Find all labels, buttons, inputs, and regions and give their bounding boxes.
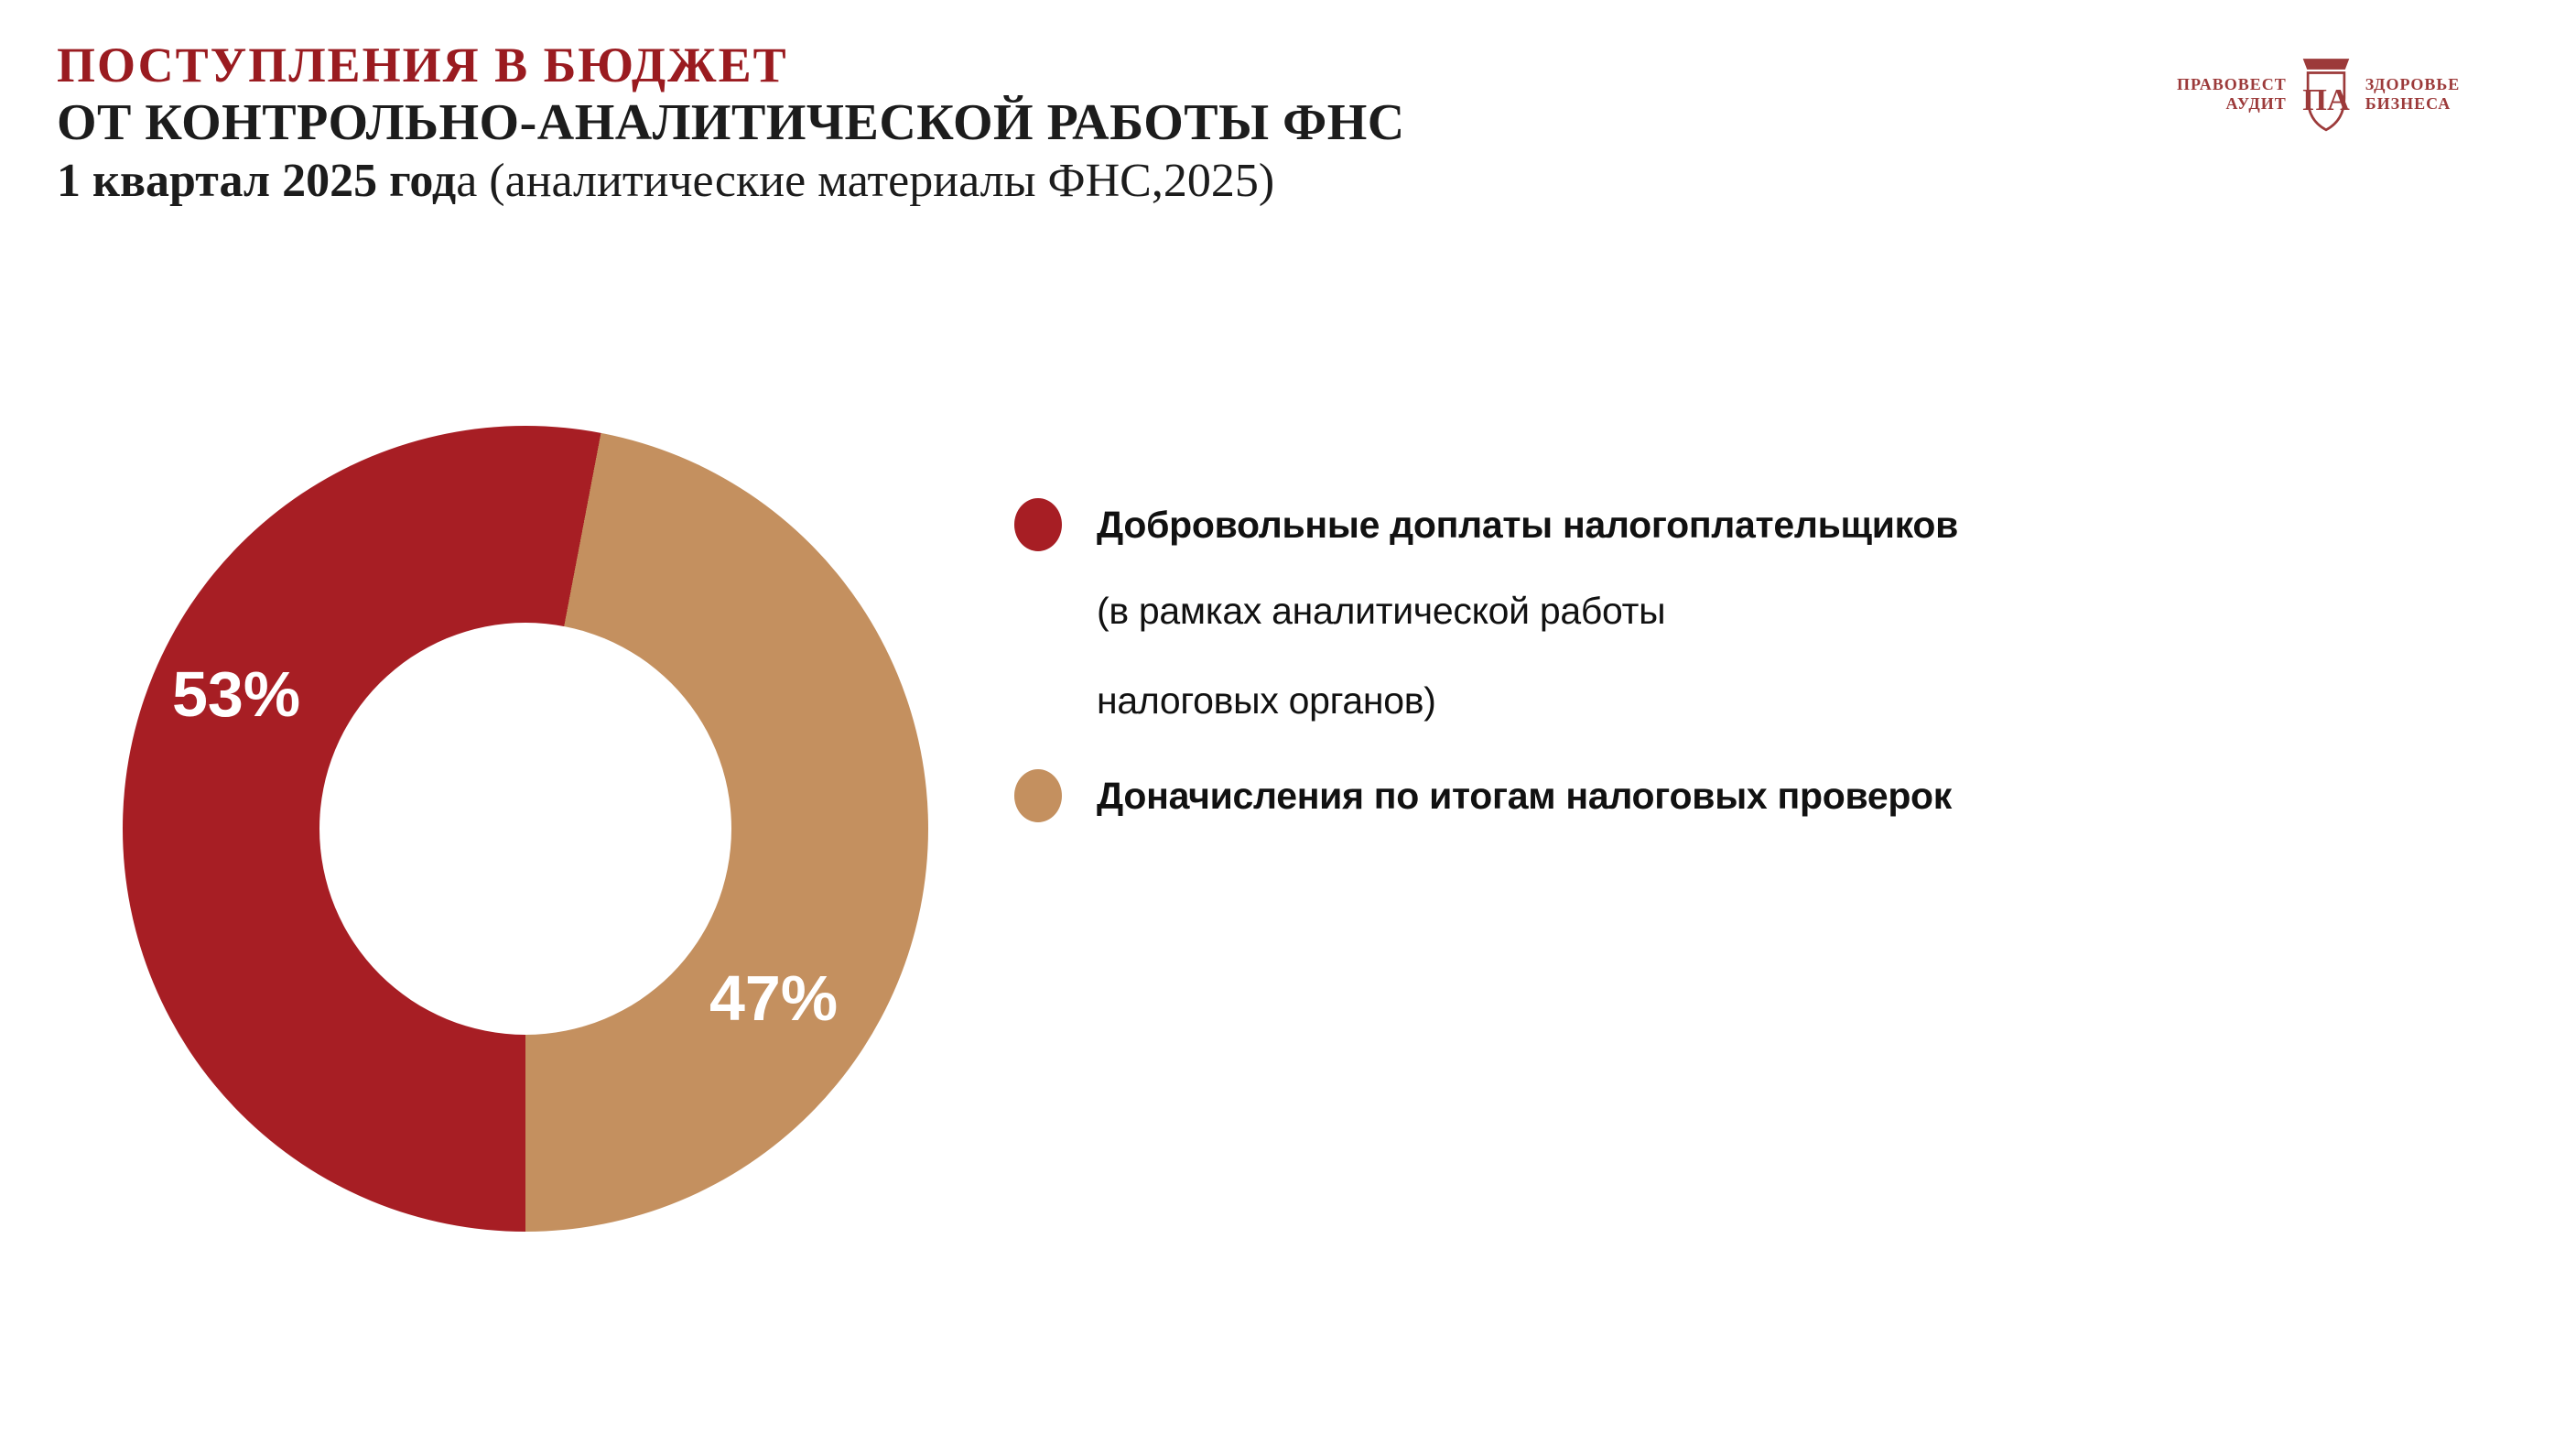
legend-item-voluntary: Добровольные доплаты налогоплательщиков bbox=[1014, 498, 1958, 551]
legend-note-line2: налоговых органов) bbox=[1097, 679, 1436, 722]
logo-left-text: ПРАВОВЕСТ АУДИТ bbox=[2177, 75, 2287, 114]
svg-text:ПА: ПА bbox=[2302, 82, 2350, 117]
legend-item-voluntary-note2: налоговых органов) bbox=[1097, 679, 1436, 722]
slide-title-line2: ОТ КОНТРОЛЬНО-АНАЛИТИЧЕСКОЙ РАБОТЫ ФНС bbox=[57, 94, 1405, 151]
legend-item-voluntary-label: Добровольные доплаты налогоплательщиков bbox=[1097, 503, 1959, 546]
logo-right-text: ЗДОРОВЬЕ БИЗНЕСА bbox=[2365, 75, 2461, 114]
legend-item-assessments: Доначисления по итогам налоговых проверо… bbox=[1014, 769, 1952, 822]
logo-right-line1: ЗДОРОВЬЕ bbox=[2365, 75, 2461, 93]
shield-emblem-icon: ПА bbox=[2302, 59, 2350, 132]
slide-title-line1: ПОСТУПЛЕНИЯ В БЮДЖЕТ bbox=[57, 38, 788, 92]
legend-item-voluntary-note1: (в рамках аналитической работы bbox=[1097, 590, 1666, 633]
donut-hole bbox=[319, 623, 731, 1035]
legend-bullet-tan bbox=[1014, 769, 1062, 822]
legend-bullet-red bbox=[1014, 498, 1062, 551]
company-logo: ПРАВОВЕСТ АУДИТ ПА ЗДОРОВЬЕ БИЗНЕСА bbox=[2177, 59, 2461, 132]
logo-left-line1: ПРАВОВЕСТ bbox=[2177, 75, 2287, 93]
donut-chart: 53% 47% bbox=[123, 426, 928, 1232]
logo-left-line2: АУДИТ bbox=[2225, 94, 2287, 113]
slide-title-line3: 1 квартал 2025 года (аналитические матер… bbox=[57, 154, 1274, 208]
legend-note-line1: (в рамках аналитической работы bbox=[1097, 590, 1666, 632]
slide-title-line3-rest: а (аналитические материалы ФНС,2025) bbox=[456, 155, 1275, 207]
slide-title-line3-bold: 1 квартал 2025 год bbox=[57, 155, 457, 207]
legend-item-assessments-label: Доначисления по итогам налоговых проверо… bbox=[1097, 774, 1953, 817]
slice-label-tan: 47% bbox=[709, 962, 839, 1034]
logo-right-line2: БИЗНЕСА bbox=[2365, 94, 2452, 113]
slice-label-red: 53% bbox=[172, 658, 301, 730]
